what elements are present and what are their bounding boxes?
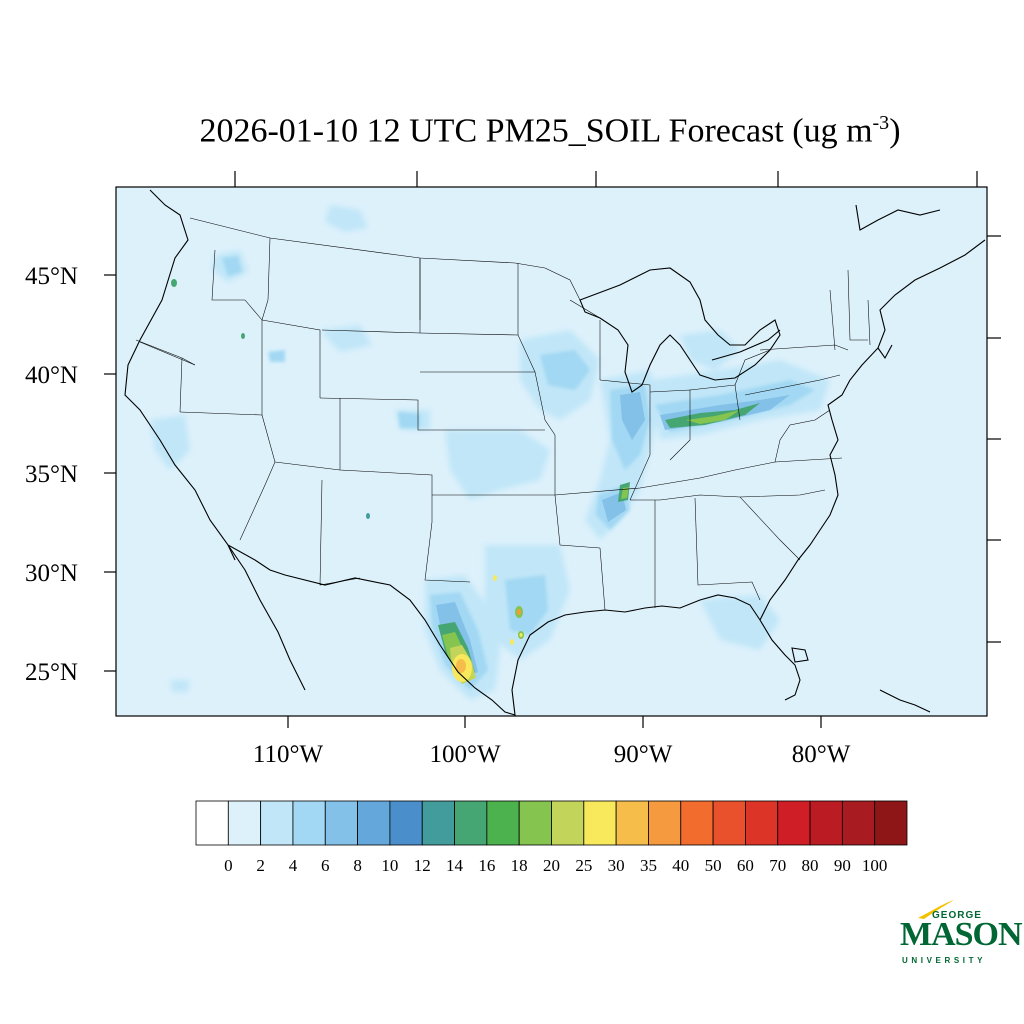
colorbar-swatch	[583, 800, 617, 846]
lat-label-40: 40°N	[25, 362, 78, 389]
colorbar-label: 35	[640, 856, 657, 875]
title-close: )	[889, 112, 901, 150]
tick-marks	[104, 171, 1001, 728]
logo-line1: GEORGE	[932, 910, 982, 921]
lat-label-25: 25°N	[25, 659, 78, 686]
colorbar-label: 80	[802, 856, 819, 875]
colorbar-label: 4	[289, 856, 298, 875]
colorbar-swatch	[809, 800, 843, 846]
logo-swoosh-icon	[918, 900, 954, 919]
colorbar-label: 20	[543, 856, 560, 875]
colorbar-label: 14	[446, 856, 464, 875]
lon-label-100: 100°W	[429, 741, 500, 768]
logo-line3: UNIVERSITY	[902, 956, 987, 965]
colorbar-swatch	[745, 800, 779, 846]
coastlines	[124, 189, 986, 716]
colorbar-label: 16	[478, 856, 495, 875]
colorbar-swatch	[777, 800, 811, 846]
colorbar-swatch	[841, 800, 876, 846]
lat-label-30: 30°N	[25, 560, 78, 587]
longitude-labels: 110°W 100°W 90°W 80°W	[253, 741, 851, 768]
colorbar-label: 100	[862, 856, 888, 875]
lon-label-80: 80°W	[792, 741, 851, 768]
concentration-field	[150, 205, 830, 700]
colorbar-label: 25	[575, 856, 592, 875]
university-logo: GEORGE MASON UNIVERSITY	[896, 896, 1023, 976]
colorbar-label: 18	[511, 856, 528, 875]
colorbar-swatch	[421, 800, 455, 846]
colorbar-swatch	[648, 800, 682, 846]
colorbar-swatch	[680, 800, 714, 846]
colorbar-label: 8	[353, 856, 362, 875]
colorbar-label: 30	[608, 856, 625, 875]
colorbar-label: 0	[224, 856, 233, 875]
state-boundaries	[135, 217, 871, 611]
map-frame	[115, 186, 988, 717]
colorbar-label: 60	[737, 856, 754, 875]
colorbar-swatch	[486, 800, 520, 846]
lat-label-35: 35°N	[25, 461, 78, 488]
colorbar-swatch	[615, 800, 649, 846]
colorbar-label: 50	[705, 856, 722, 875]
title-text: 2026-01-10 12 UTC PM25_SOIL Forecast (ug…	[199, 112, 873, 150]
colorbar-swatch	[874, 800, 908, 846]
colorbar-swatch	[551, 800, 585, 846]
lon-label-90: 90°W	[614, 741, 673, 768]
colorbar-swatch	[227, 800, 262, 846]
title-exponent: -3	[872, 112, 890, 134]
colorbar-label: 70	[769, 856, 786, 875]
colorbar-swatch	[518, 800, 552, 846]
colorbar-swatch	[389, 800, 423, 846]
colorbar-label: 2	[256, 856, 265, 875]
logo-line2: MASON	[900, 916, 1023, 953]
lat-label-45: 45°N	[25, 263, 78, 290]
colorbar-label: 12	[414, 856, 431, 875]
colorbar-swatch	[195, 800, 229, 846]
colorbar-label: 6	[321, 856, 330, 875]
colorbar-swatch	[357, 800, 391, 846]
colorbar-swatch	[454, 800, 488, 846]
colorbar-swatch	[324, 800, 358, 846]
colorbar-label: 10	[381, 856, 398, 875]
map-background	[116, 187, 987, 716]
colorbar	[195, 800, 908, 846]
lon-label-110: 110°W	[253, 741, 324, 768]
contour-hotspot	[366, 513, 524, 684]
colorbar-label: 40	[672, 856, 689, 875]
colorbar-label: 90	[834, 856, 851, 875]
map-title: 2026-01-10 12 UTC PM25_SOIL Forecast (ug…	[0, 112, 1024, 150]
colorbar-swatch	[260, 800, 294, 846]
colorbar-swatch	[712, 800, 746, 846]
colorbar-labels: 0 2 4 6 8 10 12 14 16 18 20 25 30 35 40 50 60 70 80 90 100	[224, 856, 887, 875]
latitude-labels: 45°N 40°N 35°N 30°N 25°N	[25, 263, 78, 686]
colorbar-swatch	[292, 800, 326, 846]
